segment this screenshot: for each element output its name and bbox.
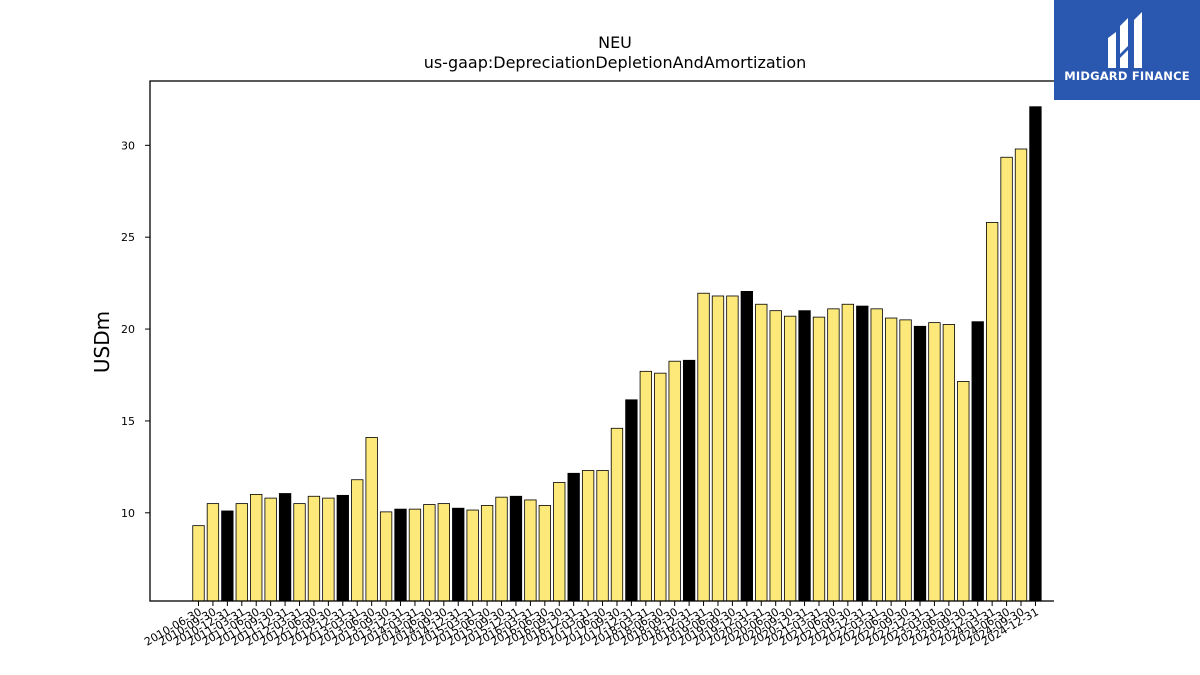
bar-chart: NEU us-gaap:DepreciationDepletionAndAmor…	[90, 33, 1054, 649]
y-tick-label: 25	[121, 231, 135, 244]
bar-2024-09-30	[1014, 148, 1028, 602]
bar-2011-06-30	[250, 494, 263, 602]
y-tick-label: 20	[121, 323, 135, 336]
bar-2021-12-31	[856, 305, 869, 602]
bar-2014-06-30	[423, 504, 436, 602]
y-tick-label: 15	[121, 415, 135, 428]
bar-2021-03-31	[812, 316, 826, 602]
bar-2013-03-31	[351, 479, 364, 602]
bar-2023-03-31	[928, 322, 941, 602]
bar-2022-06-30	[884, 317, 898, 602]
bar-2023-12-31	[971, 321, 984, 602]
bar-2017-06-30	[596, 470, 609, 602]
y-axis-label: USDm	[90, 311, 114, 373]
plot-frame	[149, 80, 1054, 602]
bar-2016-06-30	[538, 505, 551, 602]
bar-2019-06-30	[711, 295, 725, 602]
x-axis-ticks: 2010-06-302010-09-302010-12-312011-03-31…	[142, 601, 1041, 649]
bar-2022-12-31	[913, 325, 927, 602]
bar-2021-06-30	[827, 308, 840, 602]
bar-2022-09-30	[899, 319, 912, 602]
bar-2016-12-31	[567, 472, 580, 602]
bar-2011-09-30	[264, 497, 277, 602]
bar-2021-09-30	[841, 303, 854, 602]
bar-2018-03-31	[639, 370, 652, 602]
bar-2012-06-30	[307, 495, 321, 602]
bar-2017-12-31	[625, 399, 638, 602]
chart-title: NEU	[598, 33, 632, 52]
bar-2014-12-31	[452, 507, 465, 602]
bar-2012-03-31	[293, 503, 306, 602]
chart-subtitle: us-gaap:DepreciationDepletionAndAmortiza…	[424, 53, 807, 72]
bar-2013-06-30	[365, 437, 378, 602]
bar-2018-09-30	[668, 360, 681, 602]
bar-2023-06-30	[942, 324, 956, 602]
bar-2010-12-31	[221, 510, 234, 602]
bar-2012-12-31	[336, 494, 349, 602]
y-tick-label: 30	[121, 139, 135, 152]
bar-2013-12-31	[394, 508, 407, 602]
bar-2010-09-30	[206, 503, 220, 602]
bar-2024-12-31	[1029, 106, 1042, 602]
brand-name: MIDGARD FINANCE	[1064, 69, 1190, 83]
bar-2020-09-30	[783, 315, 797, 602]
bar-2014-09-30	[437, 503, 450, 602]
bar-2016-03-31	[524, 499, 537, 602]
bar-2015-09-30	[495, 496, 508, 602]
bar-2020-12-31	[798, 310, 811, 602]
bar-2023-09-30	[957, 381, 970, 602]
bar-2010-06-30	[192, 525, 205, 602]
bar-2017-09-30	[610, 427, 624, 602]
bar-2015-06-30	[480, 505, 494, 602]
bar-2017-03-31	[581, 470, 595, 602]
bar-2024-06-30	[1000, 156, 1013, 602]
y-axis-ticks: 10 15 20 25 30	[121, 139, 150, 520]
bar-2019-12-31	[740, 290, 753, 602]
bar-2018-12-31	[682, 359, 696, 602]
bar-2012-09-30	[322, 497, 335, 602]
bar-2011-12-31	[278, 493, 292, 602]
brand-logo: MIDGARD FINANCE	[1054, 0, 1200, 100]
bar-2011-03-31	[235, 503, 248, 602]
bar-2015-03-31	[466, 509, 479, 602]
bar-2015-12-31	[509, 495, 523, 602]
bar-2019-03-31	[697, 292, 710, 602]
bar-2020-03-31	[755, 303, 768, 602]
y-tick-label: 10	[121, 507, 135, 520]
bars-group	[192, 106, 1042, 602]
bar-2013-09-30	[379, 511, 393, 602]
midgard-logo-icon	[1108, 12, 1142, 68]
bar-2024-03-31	[986, 222, 999, 602]
bar-2019-09-30	[726, 295, 739, 602]
bar-2014-03-31	[408, 508, 422, 602]
bar-2018-06-30	[654, 372, 667, 602]
bar-2022-03-31	[870, 308, 883, 602]
bar-2020-06-30	[769, 310, 782, 602]
bar-2016-09-30	[553, 482, 566, 602]
